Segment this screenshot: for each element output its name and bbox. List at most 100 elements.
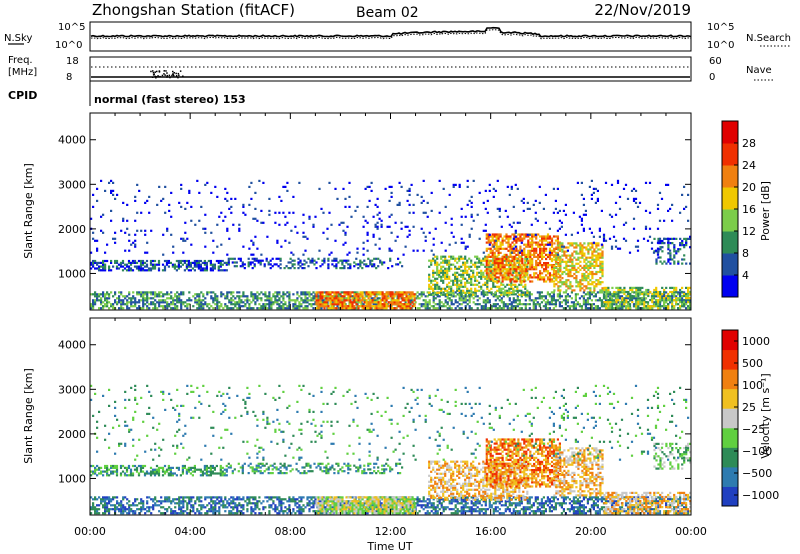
- power-cell: [405, 291, 408, 294]
- power-cell: [318, 249, 321, 252]
- power-cell: [669, 237, 672, 240]
- power-cell: [618, 305, 622, 308]
- power-cell: [612, 303, 616, 306]
- power-cell: [599, 254, 602, 257]
- power-cell: [578, 303, 581, 306]
- power-cell: [627, 292, 630, 296]
- power-cell: [174, 303, 177, 306]
- power-cell: [278, 223, 281, 226]
- power-cell: [506, 295, 509, 298]
- power-cell: [512, 237, 515, 240]
- nave-dip-marker: [173, 72, 175, 74]
- power-cell: [413, 295, 416, 298]
- power-cell: [667, 244, 670, 247]
- power-cell: [220, 243, 223, 246]
- power-cell: [657, 256, 660, 259]
- power-cell: [496, 281, 499, 284]
- power-cell: [607, 290, 610, 294]
- power-cell: [595, 272, 598, 276]
- power-cell: [624, 307, 628, 310]
- power-cell: [235, 261, 238, 264]
- power-cell: [553, 270, 556, 274]
- velocity-cell: [98, 496, 101, 499]
- power-cell: [663, 290, 666, 294]
- power-cell: [315, 297, 318, 300]
- power-cell: [335, 301, 338, 304]
- power-cell: [575, 262, 578, 265]
- power-cell: [548, 274, 552, 277]
- power-cell: [478, 191, 481, 194]
- power-cell: [511, 259, 514, 263]
- power-cell: [94, 261, 97, 264]
- power-cell: [339, 297, 342, 300]
- power-cell: [196, 295, 199, 298]
- power-cell: [510, 283, 513, 286]
- power-cell: [270, 303, 273, 306]
- power-cell: [519, 255, 522, 258]
- power-cell: [595, 256, 598, 259]
- power-cell: [216, 303, 219, 306]
- power-cell: [146, 307, 149, 310]
- power-cell: [509, 249, 512, 252]
- power-cell: [329, 293, 332, 296]
- power-cell: [561, 242, 564, 245]
- power-cell: [601, 246, 604, 249]
- power-cell: [554, 305, 557, 308]
- power-cell: [478, 265, 481, 268]
- power-cell: [553, 277, 556, 280]
- power-cell: [289, 261, 292, 264]
- power-cell: [527, 241, 530, 244]
- velocity-cell: [112, 504, 115, 507]
- power-cell: [468, 199, 471, 202]
- power-cell: [658, 219, 662, 222]
- power-cell: [499, 257, 502, 261]
- power-cell: [663, 237, 666, 240]
- power-cell: [644, 297, 648, 300]
- power-cell: [532, 299, 535, 302]
- power-cell: [536, 291, 539, 294]
- power-cell: [367, 297, 370, 300]
- power-cell: [544, 297, 547, 300]
- power-cell: [675, 286, 678, 289]
- nave-tick-top: 60: [709, 56, 722, 67]
- power-cell: [154, 299, 157, 302]
- power-cell: [198, 295, 201, 298]
- power-cell: [502, 295, 505, 298]
- power-cell: [523, 270, 526, 273]
- power-cell: [543, 268, 546, 271]
- power-cell: [298, 307, 301, 310]
- power-cell: [147, 269, 151, 272]
- power-cell: [550, 245, 554, 248]
- power-cell: [284, 303, 287, 306]
- power-cell: [416, 291, 419, 294]
- power-cell: [590, 231, 593, 234]
- power-cell: [230, 211, 233, 214]
- power-cell: [537, 233, 540, 236]
- power-cell: [486, 265, 489, 268]
- power-cell: [96, 249, 99, 252]
- power-cell: [546, 237, 550, 240]
- power-cell: [585, 264, 588, 267]
- power-cell: [194, 293, 197, 296]
- power-cell: [407, 303, 410, 306]
- power-cell: [524, 275, 527, 278]
- power-cell: [508, 283, 511, 286]
- power-cell: [599, 268, 602, 271]
- power-cell: [526, 207, 529, 210]
- power-cell: [558, 209, 561, 212]
- power-cell: [466, 271, 469, 274]
- power-cell: [146, 299, 149, 302]
- power-cell: [347, 295, 350, 298]
- velocity-cell: [138, 512, 141, 515]
- power-cell: [349, 301, 352, 304]
- power-cell: [318, 187, 321, 190]
- power-cell: [238, 299, 241, 302]
- power-cell: [656, 305, 660, 308]
- power-cell: [571, 275, 574, 278]
- power-cell: [110, 179, 113, 182]
- power-cell: [531, 259, 534, 263]
- power-cell: [408, 211, 411, 214]
- power-cell: [94, 267, 97, 270]
- power-cell: [618, 247, 622, 250]
- power-cell: [178, 299, 181, 302]
